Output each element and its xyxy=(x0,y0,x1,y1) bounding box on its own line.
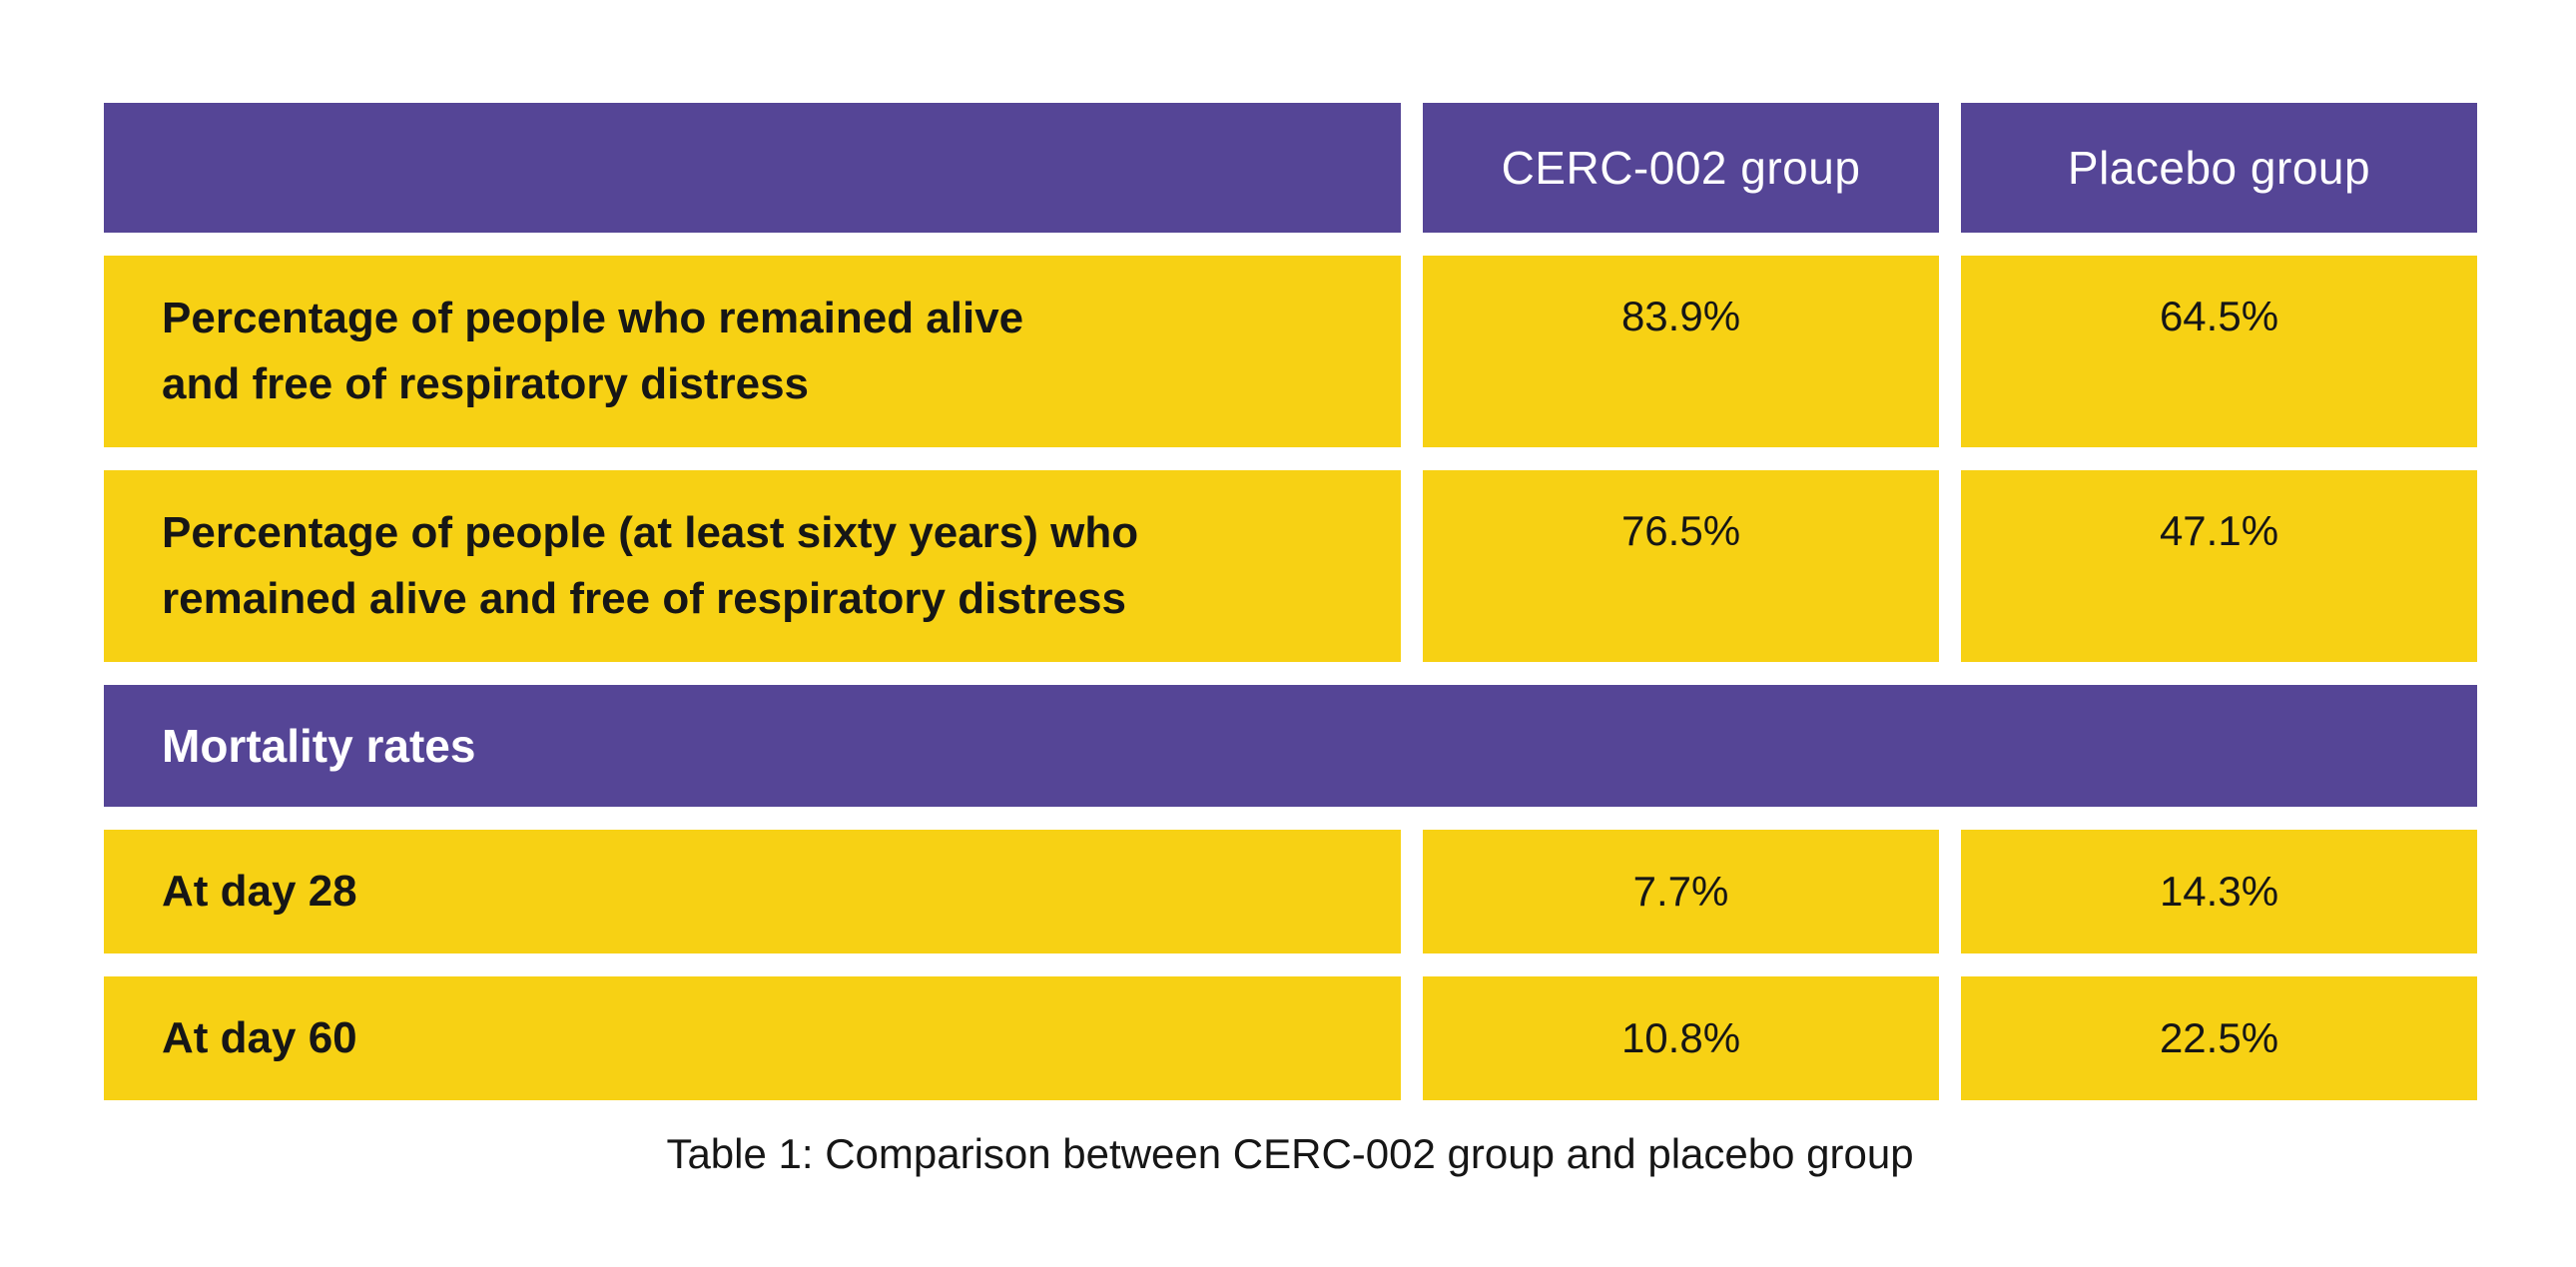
table-figure: CERC-002 group Placebo group Percentage … xyxy=(104,103,2477,1177)
value-day-60-cerc-text: 10.8% xyxy=(1620,1014,1741,1061)
value-alive-free-cerc-text: 83.9% xyxy=(1620,293,1741,339)
value-sixty-years-placebo: 47.1% xyxy=(1961,470,2477,662)
row-label-sixty-years: Percentage of people (at least sixty yea… xyxy=(104,470,1401,662)
row-label-day-28-text: At day 28 xyxy=(162,867,357,916)
row-label-day-60-text: At day 60 xyxy=(162,1013,357,1062)
row-label-alive-free-line2: and free of respiratory distress xyxy=(162,359,810,408)
row-label-alive-free-line1: Percentage of people who remained alive xyxy=(162,294,1024,342)
column-header-placebo-label: Placebo group xyxy=(2067,142,2371,194)
header-empty-cell xyxy=(104,103,1401,233)
value-sixty-years-cerc: 76.5% xyxy=(1423,470,1939,662)
value-alive-free-placebo: 64.5% xyxy=(1961,256,2477,447)
column-header-cerc-002-label: CERC-002 group xyxy=(1501,142,1861,194)
value-day-28-cerc: 7.7% xyxy=(1423,830,1939,953)
value-day-28-cerc-text: 7.7% xyxy=(1632,868,1729,915)
value-sixty-years-placebo-text: 47.1% xyxy=(2159,507,2279,554)
value-day-60-placebo-text: 22.5% xyxy=(2159,1014,2279,1061)
section-header-mortality-rates: Mortality rates xyxy=(104,685,2477,807)
value-alive-free-placebo-text: 64.5% xyxy=(2159,293,2279,339)
row-label-sixty-years-text: Percentage of people (at least sixty yea… xyxy=(162,500,1138,632)
section-header-mortality-rates-label: Mortality rates xyxy=(162,720,476,772)
value-day-60-cerc: 10.8% xyxy=(1423,976,1939,1100)
value-day-60-placebo: 22.5% xyxy=(1961,976,2477,1100)
value-day-28-placebo-text: 14.3% xyxy=(2159,868,2279,915)
row-label-sixty-years-line1: Percentage of people (at least sixty yea… xyxy=(162,508,1139,557)
row-label-alive-free: Percentage of people who remained alive … xyxy=(104,256,1401,447)
row-label-sixty-years-line2: remained alive and free of respiratory d… xyxy=(162,574,1126,623)
row-label-day-28: At day 28 xyxy=(104,830,1401,953)
column-header-placebo: Placebo group xyxy=(1961,103,2477,233)
comparison-table: CERC-002 group Placebo group Percentage … xyxy=(104,103,2477,1100)
value-alive-free-cerc: 83.9% xyxy=(1423,256,1939,447)
row-label-day-60: At day 60 xyxy=(104,976,1401,1100)
value-sixty-years-cerc-text: 76.5% xyxy=(1620,507,1741,554)
row-label-alive-free-text: Percentage of people who remained alive … xyxy=(162,286,1023,417)
value-day-28-placebo: 14.3% xyxy=(1961,830,2477,953)
column-header-cerc-002: CERC-002 group xyxy=(1423,103,1939,233)
table-caption: Table 1: Comparison between CERC-002 gro… xyxy=(666,1130,1914,1177)
